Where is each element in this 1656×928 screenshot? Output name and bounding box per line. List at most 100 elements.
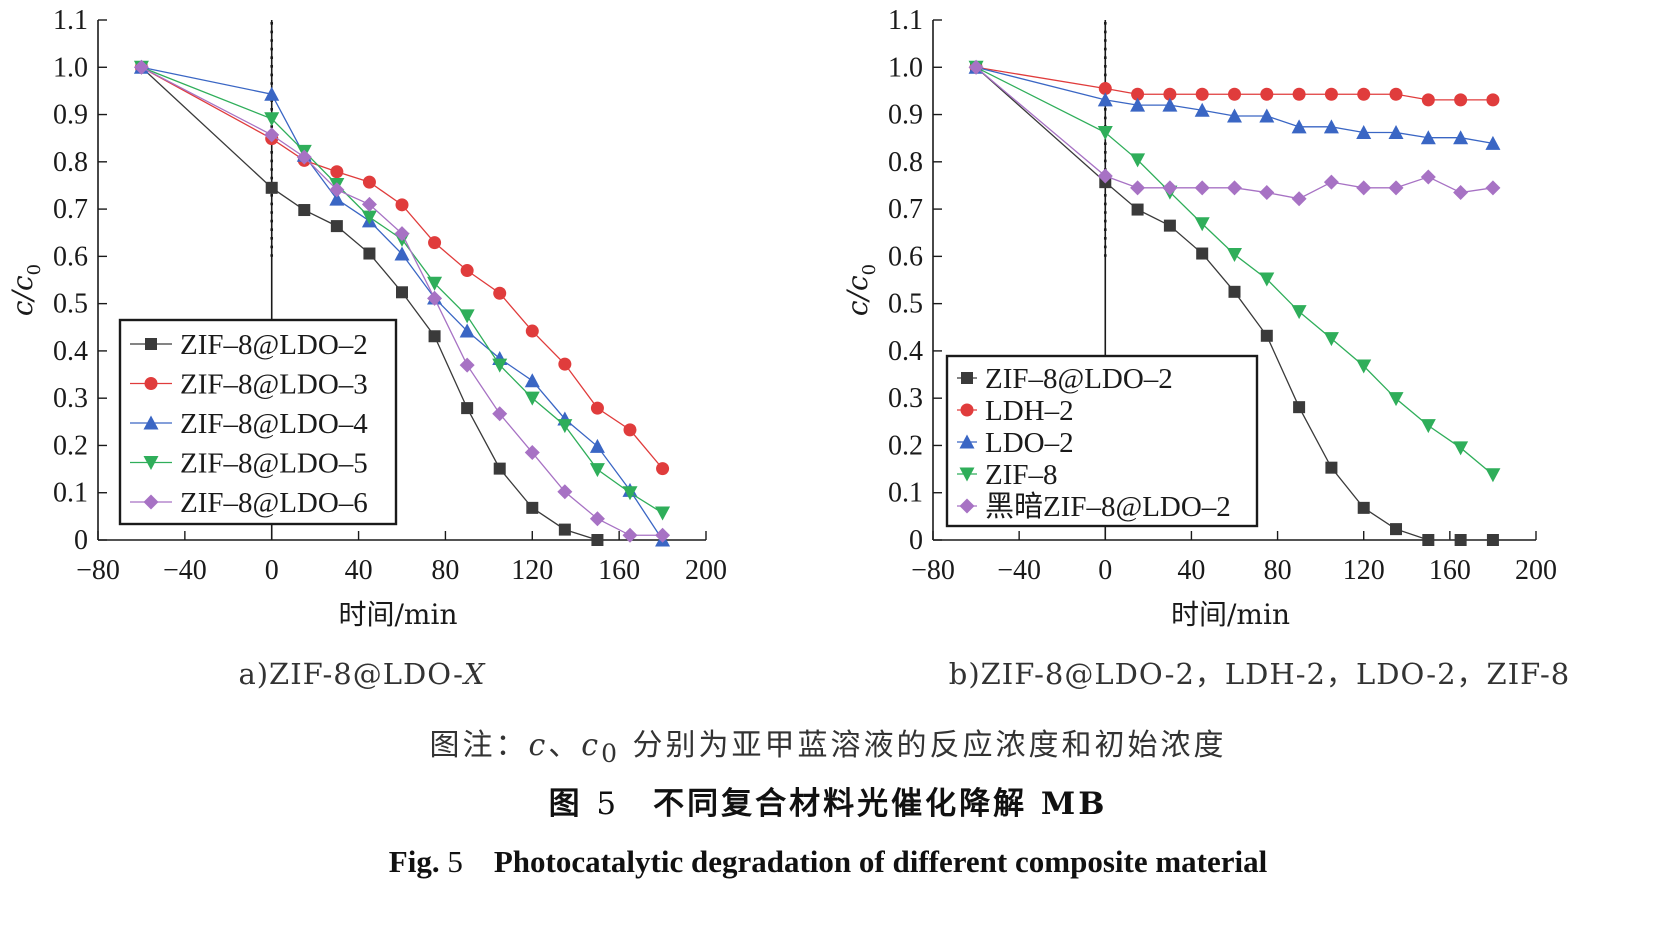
legend-item-a-2: ZIF–8@LDO–3 xyxy=(130,369,368,401)
series-line-a-5 xyxy=(141,66,663,536)
data-point-b-3 xyxy=(1227,108,1242,123)
legend-box-b xyxy=(945,354,1259,528)
x-tick-label-b: 0 xyxy=(1098,555,1112,586)
note-rest: 分别为亚甲蓝溶液的反应浓度和初始浓度 xyxy=(619,728,1227,763)
legend-marker-b-2 xyxy=(960,403,974,417)
series-b-1 xyxy=(970,61,1499,546)
y-tick-label-a: 0.9 xyxy=(53,100,88,131)
legend-label-b-2: LDH–2 xyxy=(985,395,1074,427)
note-sub-0: 0 xyxy=(601,739,620,768)
y-tick-label-a: 0 xyxy=(74,525,88,556)
x-tick-label-b: 200 xyxy=(1515,555,1557,586)
x-tick-label-b: 80 xyxy=(1264,555,1292,586)
data-point-b-5 xyxy=(1097,168,1113,184)
chart-b: 0 0.1 0.2 0.3 0.4 0.5 0.6 0.7 0.8 0.9 1.0 1.1 −80 −40… xyxy=(841,5,1569,691)
y-tick-label-b: 0.5 xyxy=(888,289,923,320)
legend-marker-b-1 xyxy=(961,372,973,384)
legend-label-b-3: LDO–2 xyxy=(985,427,1074,459)
data-point-a-1 xyxy=(363,247,376,260)
data-point-a-1 xyxy=(298,204,311,217)
data-point-b-2 xyxy=(1454,93,1468,107)
data-point-b-1 xyxy=(1422,534,1435,546)
data-point-b-3 xyxy=(1097,92,1113,107)
data-point-b-5 xyxy=(1259,185,1275,201)
data-point-a-5 xyxy=(296,149,312,165)
y-tick-label-b: 1.1 xyxy=(888,5,923,36)
data-point-b-1 xyxy=(1260,329,1273,342)
y-tick-label-b: 0.9 xyxy=(888,100,923,131)
legend-a: ZIF–8@LDO–2 ZIF–8@LDO–3 ZIF–8@LDO–4 ZIF–8@L… xyxy=(118,318,398,526)
x-tick-label-a: 200 xyxy=(685,555,727,586)
data-point-b-4 xyxy=(1323,332,1339,347)
y-tick-label-b: 0.3 xyxy=(888,383,923,414)
legend-item-a-1: ZIF–8@LDO–2 xyxy=(130,329,368,361)
x-axis-label-b: 时间/min xyxy=(1171,598,1290,631)
y-tick-label-a: 0.6 xyxy=(53,241,88,272)
data-point-b-1 xyxy=(1131,203,1144,216)
data-point-a-5 xyxy=(557,484,573,500)
data-point-b-4 xyxy=(1388,392,1404,407)
data-point-a-4 xyxy=(589,463,605,478)
legend-item-b-4: ZIF–8 xyxy=(957,459,1058,491)
data-point-a-3 xyxy=(459,323,475,338)
data-point-a-5 xyxy=(589,511,605,527)
legend-item-b-2: LDH–2 xyxy=(957,395,1074,427)
data-point-b-5 xyxy=(1420,169,1436,185)
data-point-b-3 xyxy=(1323,119,1339,134)
data-point-a-3 xyxy=(524,373,540,388)
legend-box-a xyxy=(118,318,398,526)
series-b-3 xyxy=(968,59,1501,150)
panel-label-a: a)ZIF-8@LDO-X xyxy=(238,657,485,691)
legend-item-b-3: LDO–2 xyxy=(957,427,1074,459)
y-tick-label-b: 0.1 xyxy=(888,478,923,509)
data-point-b-4 xyxy=(1485,468,1501,483)
figure-title-cn-num: 5 xyxy=(596,786,620,822)
note-sep: 、 xyxy=(548,728,582,763)
data-point-b-1 xyxy=(1486,534,1499,546)
legend-marker-a-1 xyxy=(145,338,157,350)
data-point-a-2 xyxy=(493,286,507,300)
y-tick-label-a: 0.1 xyxy=(53,478,88,509)
data-point-b-1 xyxy=(1293,401,1306,414)
figure-title-cn-prefix: 图 xyxy=(548,786,597,822)
data-point-a-4 xyxy=(622,486,638,501)
data-point-b-5 xyxy=(1388,180,1404,196)
y-tick-label-a: 0.7 xyxy=(53,194,88,225)
data-point-a-3 xyxy=(329,191,345,206)
data-point-b-1 xyxy=(1228,285,1241,298)
x-tick-label-b: 160 xyxy=(1429,555,1471,586)
data-point-b-1 xyxy=(1454,534,1467,546)
data-point-b-5 xyxy=(1291,191,1307,207)
data-point-b-3 xyxy=(1453,130,1469,145)
data-point-a-4 xyxy=(524,391,540,406)
y-tick-label-b: 0.6 xyxy=(888,241,923,272)
data-point-b-5 xyxy=(1227,180,1242,196)
data-point-a-1 xyxy=(591,534,604,546)
data-point-a-1 xyxy=(493,462,506,475)
data-point-b-5 xyxy=(1130,180,1146,196)
legend-label-a-1: ZIF–8@LDO–2 xyxy=(180,329,368,361)
x-tick-label-a: −40 xyxy=(163,555,207,586)
data-point-b-3 xyxy=(1420,130,1436,145)
data-point-a-2 xyxy=(428,236,442,250)
data-point-a-5 xyxy=(492,406,508,422)
legend-label-a-2: ZIF–8@LDO–3 xyxy=(180,369,368,401)
note-var-c0: c xyxy=(581,728,602,763)
legend-marker-a-2 xyxy=(144,377,158,390)
data-point-b-4 xyxy=(1227,247,1242,262)
data-point-a-4 xyxy=(557,419,573,434)
series-b-5 xyxy=(968,59,1501,207)
data-point-b-2 xyxy=(1357,87,1371,101)
data-point-a-4 xyxy=(459,309,475,324)
data-point-a-2 xyxy=(623,423,637,437)
data-point-a-4 xyxy=(655,506,671,521)
data-point-a-1 xyxy=(558,523,571,536)
data-point-b-4 xyxy=(1291,305,1307,320)
data-point-a-3 xyxy=(264,86,280,101)
data-point-a-2 xyxy=(460,264,474,278)
data-point-b-5 xyxy=(968,59,984,75)
x-tick-label-b: −80 xyxy=(911,555,955,586)
y-tick-label-b: 0.4 xyxy=(888,336,923,367)
figure-title-cn: 图 5 不同复合材料光催化降解 MB xyxy=(0,778,1656,823)
figure-title-en-num: 5 xyxy=(447,844,463,879)
